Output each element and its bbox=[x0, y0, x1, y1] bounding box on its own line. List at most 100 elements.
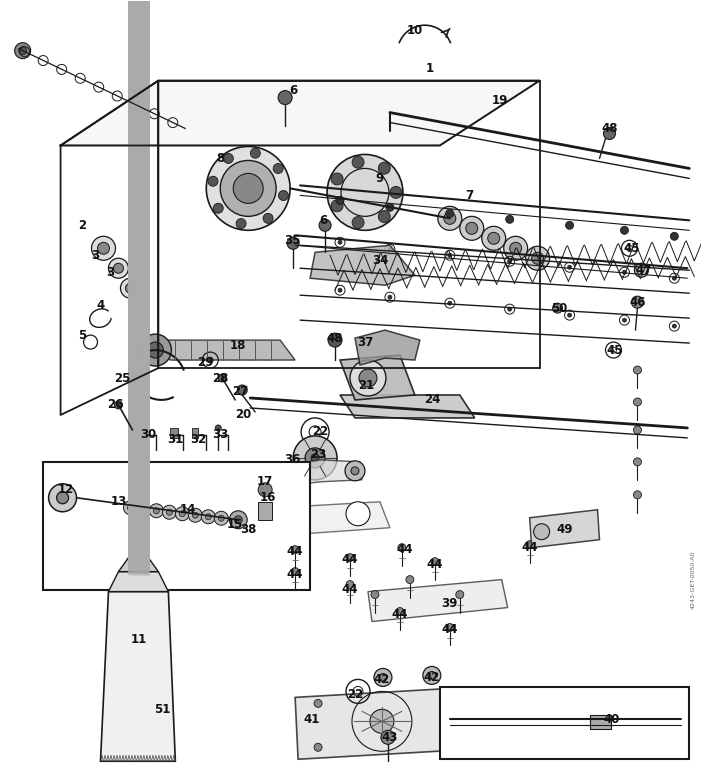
Circle shape bbox=[359, 369, 377, 387]
Text: 4: 4 bbox=[96, 299, 105, 312]
Text: 34: 34 bbox=[372, 254, 388, 267]
Polygon shape bbox=[109, 571, 168, 591]
Circle shape bbox=[314, 699, 322, 707]
Circle shape bbox=[220, 161, 276, 216]
Circle shape bbox=[263, 466, 287, 489]
Polygon shape bbox=[240, 502, 390, 538]
Circle shape bbox=[465, 222, 478, 234]
Text: 36: 36 bbox=[284, 453, 300, 466]
Text: 16: 16 bbox=[260, 491, 277, 504]
Circle shape bbox=[448, 301, 452, 305]
Circle shape bbox=[633, 491, 642, 499]
Circle shape bbox=[456, 591, 464, 598]
Text: 6: 6 bbox=[319, 214, 327, 227]
Text: 45: 45 bbox=[607, 344, 623, 357]
Circle shape bbox=[179, 511, 185, 516]
Text: 14: 14 bbox=[180, 503, 197, 516]
Polygon shape bbox=[155, 340, 295, 360]
Circle shape bbox=[378, 211, 390, 222]
Circle shape bbox=[218, 374, 226, 382]
Circle shape bbox=[460, 216, 484, 240]
Text: 29: 29 bbox=[197, 356, 213, 368]
Circle shape bbox=[328, 333, 342, 347]
Circle shape bbox=[633, 426, 642, 434]
Circle shape bbox=[331, 200, 343, 212]
Circle shape bbox=[154, 508, 159, 513]
Text: 39: 39 bbox=[442, 597, 458, 610]
Circle shape bbox=[446, 624, 453, 631]
Text: 41: 41 bbox=[304, 713, 320, 726]
Circle shape bbox=[223, 154, 233, 164]
Text: 27: 27 bbox=[232, 385, 249, 398]
Circle shape bbox=[109, 259, 128, 278]
Circle shape bbox=[331, 173, 343, 185]
Circle shape bbox=[444, 212, 456, 225]
Text: 12: 12 bbox=[58, 483, 74, 496]
Text: 3: 3 bbox=[107, 266, 114, 279]
Polygon shape bbox=[340, 355, 415, 400]
Text: 44: 44 bbox=[397, 543, 413, 556]
Circle shape bbox=[352, 217, 364, 229]
Text: 7: 7 bbox=[465, 189, 474, 201]
Text: 8: 8 bbox=[216, 152, 225, 165]
Circle shape bbox=[531, 252, 543, 264]
Text: 49: 49 bbox=[556, 523, 573, 537]
Circle shape bbox=[188, 508, 202, 522]
Circle shape bbox=[388, 295, 392, 300]
Circle shape bbox=[230, 511, 247, 529]
Circle shape bbox=[121, 278, 140, 298]
Circle shape bbox=[251, 148, 260, 158]
Circle shape bbox=[124, 501, 138, 515]
Circle shape bbox=[150, 504, 164, 518]
Circle shape bbox=[263, 213, 273, 223]
Circle shape bbox=[319, 219, 331, 232]
Circle shape bbox=[233, 174, 263, 203]
Circle shape bbox=[396, 608, 404, 615]
Circle shape bbox=[336, 196, 344, 205]
Text: 22: 22 bbox=[347, 688, 363, 701]
Text: 1: 1 bbox=[426, 62, 434, 75]
Circle shape bbox=[206, 147, 290, 230]
Text: 44: 44 bbox=[342, 554, 358, 566]
Text: 44: 44 bbox=[392, 608, 408, 621]
Text: 24: 24 bbox=[423, 394, 440, 407]
Circle shape bbox=[350, 360, 386, 396]
Circle shape bbox=[305, 448, 325, 468]
Circle shape bbox=[568, 266, 571, 269]
Text: 47: 47 bbox=[635, 264, 651, 276]
Polygon shape bbox=[295, 687, 472, 759]
Circle shape bbox=[526, 540, 534, 549]
Circle shape bbox=[126, 283, 135, 293]
Text: 6: 6 bbox=[289, 84, 297, 97]
Text: 5: 5 bbox=[79, 329, 86, 341]
Circle shape bbox=[273, 164, 283, 174]
Text: 43: 43 bbox=[382, 731, 398, 743]
Circle shape bbox=[346, 554, 354, 562]
Circle shape bbox=[311, 454, 319, 462]
Text: 48: 48 bbox=[601, 122, 618, 135]
Circle shape bbox=[378, 162, 390, 174]
Circle shape bbox=[623, 270, 626, 274]
Text: 35: 35 bbox=[284, 234, 300, 247]
Polygon shape bbox=[355, 330, 420, 365]
Circle shape bbox=[291, 567, 299, 576]
Text: 44: 44 bbox=[342, 583, 358, 596]
Circle shape bbox=[201, 510, 216, 523]
Text: 22: 22 bbox=[312, 425, 329, 438]
Text: 38: 38 bbox=[240, 523, 256, 537]
Text: 25: 25 bbox=[114, 371, 131, 384]
Circle shape bbox=[140, 506, 147, 513]
Polygon shape bbox=[368, 580, 508, 621]
Text: 42: 42 bbox=[373, 673, 390, 686]
Circle shape bbox=[428, 672, 436, 679]
Circle shape bbox=[278, 90, 292, 104]
Circle shape bbox=[633, 366, 642, 374]
Circle shape bbox=[140, 334, 171, 366]
Bar bbox=[43, 462, 310, 590]
Circle shape bbox=[291, 546, 299, 554]
Circle shape bbox=[566, 222, 574, 229]
Circle shape bbox=[670, 232, 678, 240]
Text: 17: 17 bbox=[257, 476, 273, 489]
Circle shape bbox=[508, 259, 512, 263]
Circle shape bbox=[19, 46, 27, 55]
